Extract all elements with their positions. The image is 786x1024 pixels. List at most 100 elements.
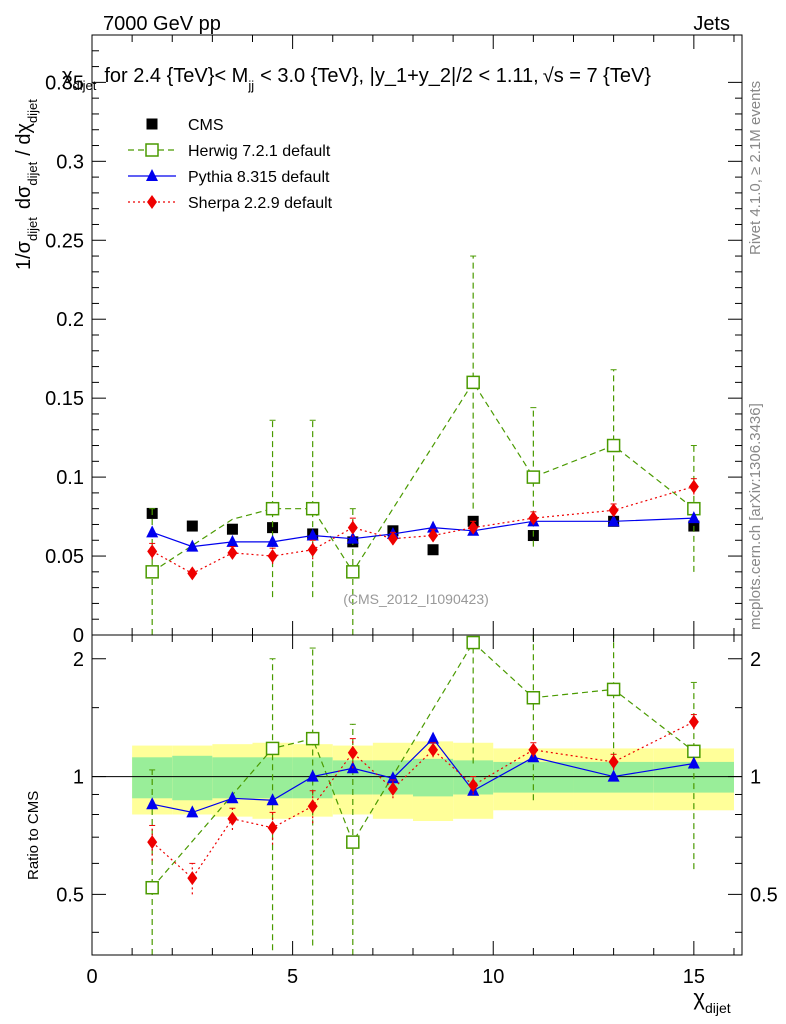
legend-label: Sherpa 2.2.9 default (188, 195, 333, 212)
herwig-marker (466, 635, 480, 650)
legend-label: Pythia 8.315 default (188, 169, 330, 186)
sherpa-marker (688, 479, 699, 494)
title-m-subscript: jj (247, 78, 254, 93)
sherpa-marker (147, 835, 158, 850)
header-category-label: Jets (693, 13, 730, 35)
cms-marker (146, 118, 158, 130)
ylabel-c: / dχ (13, 123, 35, 156)
xlabel-subscript: dijet (705, 1000, 731, 1016)
herwig-marker (526, 470, 541, 484)
pythia-line (151, 517, 694, 548)
sherpa-marker (468, 778, 479, 793)
ratio-y-tick-label: 2 (73, 649, 84, 671)
sherpa-marker (528, 511, 539, 526)
herwig-line (151, 381, 695, 573)
herwig-marker (687, 744, 701, 759)
herwig-marker (265, 741, 280, 756)
sherpa-marker (347, 520, 358, 535)
title-rest-text: < 3.0 {TeV}, |y_1+y_2|/2 < 1.11, (260, 65, 539, 87)
sherpa-marker (608, 503, 619, 518)
herwig-marker (305, 501, 320, 516)
pythia-marker (146, 169, 158, 181)
x-tick-label: 5 (287, 966, 298, 988)
ratio-y-tick-label-right: 2 (750, 649, 761, 671)
x-tick-label: 0 (86, 966, 97, 988)
pythia-marker (306, 769, 319, 782)
title-chi: χ (62, 65, 73, 87)
sherpa-marker (428, 528, 439, 543)
sherpa-marker (187, 566, 198, 581)
sherpa-marker (428, 742, 439, 757)
pythia-marker (146, 797, 159, 810)
pythia-marker (346, 531, 359, 544)
pythia-marker (427, 731, 440, 744)
top-y-tick-label: 0.3 (56, 151, 84, 173)
mcplots-source-label: mcplots.cern.ch [arXiv:1306.3436] (747, 403, 764, 630)
ratio-y-tick-label-right: 0.5 (750, 884, 778, 906)
herwig-marker (606, 438, 621, 453)
top-series-layer (145, 255, 701, 635)
analysis-watermark: (CMS_2012_I1090423) (343, 591, 489, 607)
pythia-marker (266, 534, 279, 547)
ratio-x-axis: 0 5 10 15 (86, 635, 735, 988)
pythia-marker (306, 528, 319, 541)
ratio-y-tick-label: 0.5 (56, 884, 84, 906)
cms-marker (186, 520, 198, 532)
ratio-inner-band (172, 755, 213, 801)
title-sqrt: √ (543, 65, 554, 87)
top-y-tick-label: 0.2 (56, 309, 84, 331)
top-y-tick-label: 0.05 (45, 546, 84, 568)
sherpa-marker (307, 542, 318, 557)
ratio-y-axis-label: Ratio to CMS (25, 791, 42, 880)
sherpa-marker (267, 820, 278, 835)
cms-marker (226, 523, 238, 535)
ylabel-b: dσ (13, 185, 35, 209)
pythia-marker (687, 756, 700, 769)
top-y-tick-label: 0.25 (45, 230, 84, 252)
cms-marker (427, 544, 439, 556)
main-plot-panel: 0 0.05 0.1 0.15 0.2 0.25 0.3 0.35 (CMS_2012_I10… (45, 34, 743, 647)
top-y-tick-label: 0.1 (56, 467, 84, 489)
pythia-marker (146, 525, 159, 538)
pythia-marker (186, 539, 199, 552)
sherpa-marker (227, 811, 238, 826)
sherpa-marker (688, 714, 699, 729)
sherpa-marker (147, 544, 158, 559)
herwig-marker (145, 880, 159, 895)
herwig-marker (606, 682, 621, 697)
sherpa-marker (468, 520, 479, 535)
top-x-axis (91, 35, 735, 635)
ylabel-a-sub: dijet (25, 217, 40, 241)
top-y-tick-label: 0.15 (45, 388, 84, 410)
pythia-marker (687, 511, 700, 524)
sherpa-marker (387, 781, 398, 796)
title-for-text: for 2.4 {TeV}< M (104, 65, 248, 87)
ratio-inner-band (412, 758, 454, 797)
sherpa-marker (528, 742, 539, 757)
pythia-marker (186, 805, 199, 818)
legend: CMS Herwig 7.2.1 default Pythia 8.315 defa… (128, 117, 333, 212)
herwig-marker (145, 565, 159, 579)
rivet-version-label: Rivet 4.1.0, ≥ 2.1M events (747, 81, 764, 255)
sherpa-marker (307, 799, 318, 814)
ylabel-b-sub: dijet (25, 161, 40, 185)
legend-label: Herwig 7.2.1 default (188, 143, 331, 160)
ylabel-c-sub: dijet (25, 99, 40, 123)
herwig-marker (526, 690, 541, 705)
pythia-marker (226, 534, 239, 547)
ratio-plot-frame (91, 634, 743, 956)
herwig-marker (466, 375, 480, 390)
x-tick-label: 10 (482, 966, 504, 988)
title-chi-subscript: dijet (73, 78, 97, 93)
top-y-axis: 0 0.05 0.1 0.15 0.2 0.25 0.3 0.35 (45, 34, 742, 647)
x-tick-label: 15 (683, 966, 705, 988)
pythia-marker (266, 793, 279, 806)
herwig-marker (346, 835, 360, 849)
ratio-series-layer (145, 634, 701, 955)
pythia-ratio-line (152, 737, 694, 814)
sherpa-marker (267, 549, 278, 564)
top-y-tick-label: 0 (73, 625, 84, 647)
sherpa-marker (387, 531, 398, 546)
x-axis-label: χdijet (693, 985, 730, 1016)
cms-marker (267, 522, 279, 534)
